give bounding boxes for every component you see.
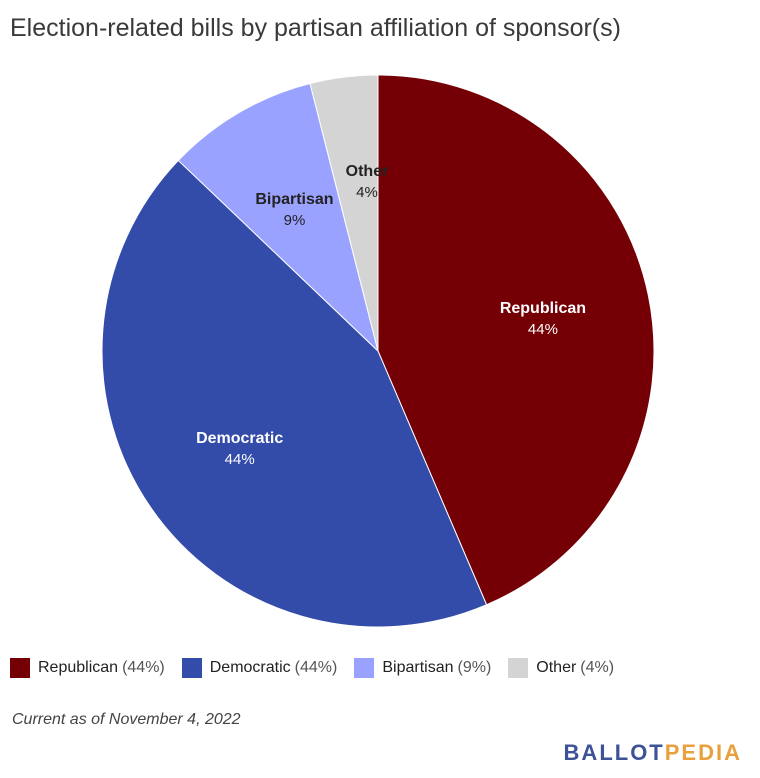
logo-part-ballot: BALLOT [563, 740, 665, 765]
legend-pct-democratic: (44%) [294, 659, 338, 676]
footnote: Current as of November 4, 2022 [12, 711, 241, 728]
pie-chart: Republican 44% Democratic 44% Bipartisan 9% Ot… [101, 74, 655, 628]
legend-swatch-republican [10, 658, 30, 678]
slice-pct-other: 4% [356, 184, 378, 201]
slice-pct-bipartisan: 9% [284, 212, 306, 229]
pie-slice-republican [377, 74, 655, 606]
legend-pct-other: (4%) [580, 659, 615, 676]
legend-swatch-democratic [181, 658, 202, 678]
legend-pct-bipartisan: (9%) [457, 659, 492, 676]
chart-title: Election-related bills by partisan affil… [10, 14, 621, 42]
slice-label-republican: Republican [500, 300, 586, 317]
legend-item-democratic: Democratic (44%) [181, 658, 338, 678]
legend-label-other: Other [536, 659, 577, 676]
pie-slice-democratic [101, 159, 488, 628]
slice-label-other: Other [346, 163, 389, 180]
legend-label-bipartisan: Bipartisan [382, 659, 454, 676]
logo-part-pedia: PEDIA [664, 740, 742, 765]
legend-label-republican: Republican [38, 659, 119, 676]
legend-label-democratic: Democratic [209, 659, 291, 676]
slice-label-democratic: Democratic [196, 430, 283, 447]
pie-slice-bipartisan [177, 82, 379, 353]
slice-pct-republican: 44% [528, 321, 558, 338]
legend-swatch-bipartisan [354, 658, 375, 678]
slice-pct-democratic: 44% [225, 451, 255, 468]
slice-label-bipartisan: Bipartisan [255, 191, 333, 208]
legend-item-republican: Republican (44%) [10, 658, 165, 678]
legend: Republican (44%) Democratic (44%) Bipart… [10, 658, 631, 678]
legend-item-other: Other (4%) [508, 658, 614, 678]
pie-slice-other [309, 74, 379, 352]
legend-pct-republican: (44%) [122, 659, 165, 676]
legend-swatch-other [508, 658, 529, 678]
legend-item-bipartisan: Bipartisan (9%) [354, 658, 491, 678]
ballotpedia-logo: BALLOTPEDIA [564, 740, 742, 766]
